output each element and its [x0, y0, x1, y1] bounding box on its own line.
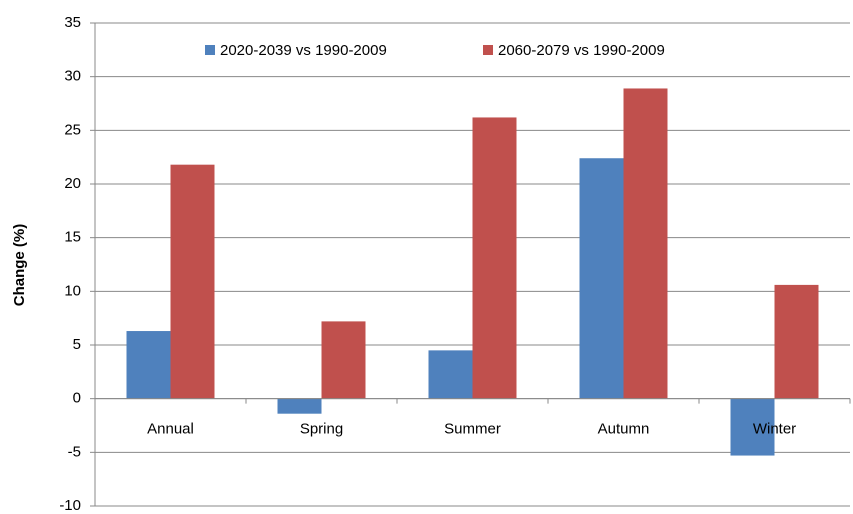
y-tick-label: 30	[64, 68, 81, 85]
bar	[472, 117, 517, 399]
y-tick-label: 35	[64, 14, 81, 31]
bar	[170, 164, 215, 399]
legend-swatch	[483, 45, 493, 55]
bar	[774, 284, 819, 399]
legend-label: 2020-2039 vs 1990-2009	[220, 42, 387, 59]
x-tick-label: Autumn	[598, 421, 650, 438]
y-axis-label: Change (%)	[11, 224, 28, 307]
bar	[277, 398, 322, 414]
x-tick-label: Annual	[147, 421, 194, 438]
legend-label: 2060-2079 vs 1990-2009	[498, 42, 665, 59]
bar	[623, 88, 668, 399]
x-tick-label: Summer	[444, 421, 501, 438]
bar	[428, 350, 473, 399]
y-tick-label: 20	[64, 175, 81, 192]
bar	[730, 398, 775, 456]
y-tick-label: 0	[73, 390, 81, 407]
bar	[321, 321, 366, 399]
bar	[579, 158, 624, 399]
y-tick-label: -10	[59, 497, 81, 514]
y-tick-label: 5	[73, 336, 81, 353]
x-tick-label: Spring	[300, 421, 343, 438]
x-tick-label: Winter	[753, 421, 796, 438]
y-tick-label: 15	[64, 229, 81, 246]
y-tick-label: 10	[64, 282, 81, 299]
y-tick-label: -5	[68, 443, 81, 460]
y-tick-label: 25	[64, 121, 81, 138]
bar	[126, 331, 171, 399]
legend-swatch	[205, 45, 215, 55]
